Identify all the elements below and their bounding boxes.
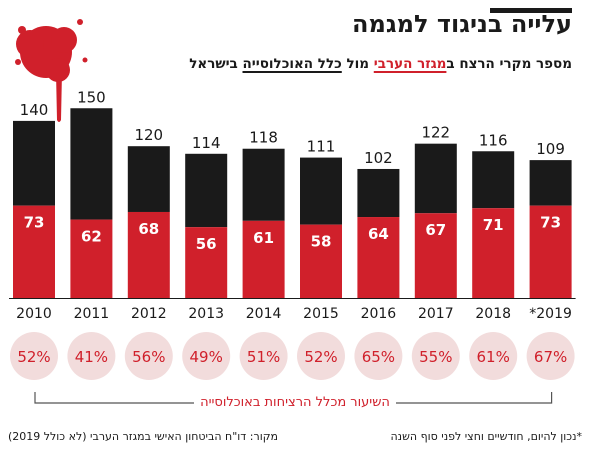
bar-arab-2012 [127,211,170,298]
bracket-label-text: השיעור מכלל הרציחות באוכלוסייה [194,395,396,410]
bar-total-2012 [127,146,170,212]
percentage-circle [10,332,58,380]
percentage-label: 51% [247,348,280,366]
splatter-blob [46,58,70,82]
arab-value-label: 61 [253,229,274,247]
arab-value-label: 73 [540,214,561,232]
bar-total-2016 [357,168,400,218]
arab-value-label: 73 [24,214,45,232]
percentage-label: 56% [132,348,165,366]
total-value-label: 116 [479,131,508,149]
total-value-label: 109 [536,140,565,158]
percentage-label: 52% [304,348,337,366]
ink-splatter-decoration [15,19,88,122]
bar-total-2018 [472,151,515,209]
bar-total-2014 [242,148,285,221]
bars-group: 140 73 150 62 120 68 114 56 118 61 111 58 102 64 122 67… [13,88,572,298]
year-label: 2011 [74,306,110,322]
percentage-circle [469,332,518,380]
bar-total-*2019 [529,160,572,206]
year-labels: 2010 2011 2012 2013 2014 2015 2016 2017 2018 *201… [16,306,572,322]
year-label: 2013 [188,306,224,322]
year-label: 2015 [303,306,339,322]
bar-arab-2016 [357,217,400,298]
arab-value-label: 64 [368,225,389,243]
year-label: 2017 [418,306,454,322]
year-label: 2012 [131,306,167,322]
percentage-circle [354,332,403,380]
year-label: 2018 [475,306,511,322]
percentage-label: 49% [190,348,223,366]
arab-value-label: 68 [138,220,159,238]
splatter-drop [82,57,88,63]
percentage-circle [526,332,575,380]
splatter-drop [15,59,21,65]
arab-value-label: 67 [425,221,446,239]
subtitle-part-3: מול [341,56,374,72]
percentage-circle [67,332,116,380]
total-value-label: 150 [77,88,106,106]
total-value-label: 118 [249,129,278,147]
percentage-label: 41% [75,348,108,366]
year-label: 2010 [16,306,52,322]
bar-arab-2013 [185,227,228,298]
total-value-label: 140 [20,101,49,119]
bar-arab-2017 [414,213,457,298]
total-value-label: 102 [364,149,393,167]
percentage-label: 61% [477,348,510,366]
arab-value-label: 58 [311,233,332,251]
subtitle-arab-sector: מגזר הערבי [373,56,447,72]
footnote-note: *נכון להיום, חודשיים וחצי לפני סוף השנה [390,430,583,443]
total-value-label: 122 [421,124,450,142]
bar-total-2013 [185,153,228,228]
year-label: *2019 [529,306,572,322]
bar-total-2011 [70,108,113,220]
splatter-blob [16,30,44,58]
percentage-label: 65% [362,348,395,366]
arab-value-label: 62 [81,228,102,246]
bar-arab-2011 [70,219,113,298]
percentage-circle [297,332,345,380]
percentage-circle [124,332,173,380]
total-value-label: 120 [134,126,163,144]
percentage-circle [239,332,288,380]
bracket-label: השיעור מכלל הרציחות באוכלוסייה [0,395,590,410]
bar-arab-2014 [242,220,285,298]
bar-arab-2018 [472,208,515,298]
year-label: 2014 [246,306,282,322]
title-accent-bar [490,8,572,13]
year-label: 2016 [361,306,397,322]
chart-subtitle: מספר מקרי הרצח במגזר הערבי מול כלל האוכל… [189,56,572,72]
bar-total-2017 [414,143,457,214]
percentage-circles: 52% 41% 56% 49% 51% 52% 65% 55% 61% 67% [10,332,575,380]
bar-arab-2010 [13,205,55,298]
percentage-circle [411,332,460,380]
percentage-label: 52% [17,348,50,366]
percentage-label: 55% [419,348,452,366]
total-value-label: 114 [192,134,221,152]
subtitle-general-population: כלל האוכלוסייה [242,56,342,72]
arab-value-label: 71 [483,216,504,234]
splatter-drip [56,72,62,122]
percentage-label: 67% [534,348,567,366]
bar-total-2010 [13,120,55,206]
subtitle-part-1: מספר מקרי הרצח ב [446,56,572,72]
bar-arab-*2019 [529,205,572,298]
bar-arab-2015 [300,224,342,298]
total-value-label: 111 [307,138,336,156]
splatter-drop [77,19,83,25]
percentage-circle [182,332,231,380]
arab-value-label: 56 [196,235,217,253]
chart-title: עלייה בניגוד למגמה [352,10,572,38]
bar-total-2015 [300,157,342,225]
splatter-drop [18,26,26,34]
footnote-source: מקור: דו"ח הביטחון האישי במגזר הערבי (לא… [8,430,278,443]
splatter-blob [51,27,77,53]
subtitle-part-5: בישראל [189,56,243,72]
